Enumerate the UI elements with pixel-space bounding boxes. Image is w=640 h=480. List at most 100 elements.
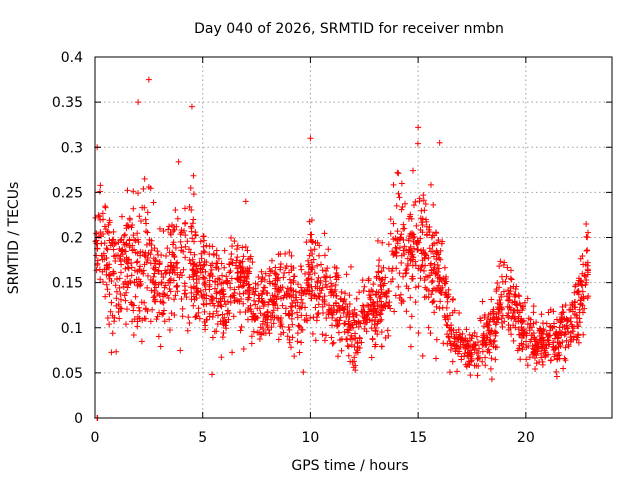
data-point (396, 194, 403, 201)
data-point (152, 258, 159, 265)
data-point (306, 252, 313, 259)
data-point (384, 327, 391, 334)
data-point (239, 264, 246, 271)
data-point (433, 250, 440, 257)
data-point (285, 310, 292, 317)
data-point (266, 330, 273, 337)
data-point (425, 324, 432, 331)
data-point (412, 284, 419, 291)
data-point (445, 286, 452, 293)
data-point (356, 289, 363, 296)
data-point (197, 262, 204, 269)
data-point (415, 283, 422, 290)
data-point (200, 300, 207, 307)
data-point (260, 284, 267, 291)
data-point (542, 342, 549, 349)
data-point (496, 297, 503, 304)
data-point (499, 323, 506, 330)
data-point (136, 307, 143, 314)
data-point (514, 347, 521, 354)
data-point (145, 76, 152, 83)
data-point (564, 318, 571, 325)
x-tick-label: 0 (91, 430, 100, 446)
data-point (277, 314, 284, 321)
data-point (454, 343, 461, 350)
data-point (315, 274, 322, 281)
data-point (463, 342, 470, 349)
data-point (396, 244, 403, 251)
data-point (507, 284, 514, 291)
data-point (400, 273, 407, 280)
data-point (369, 310, 376, 317)
data-point (436, 278, 443, 285)
data-point (244, 247, 251, 254)
data-point (394, 228, 401, 235)
data-point (347, 263, 354, 270)
data-point (135, 190, 142, 197)
data-point (380, 282, 387, 289)
data-point (369, 317, 376, 324)
data-point (115, 309, 122, 316)
data-point (361, 325, 368, 332)
data-point (328, 334, 335, 341)
data-point (415, 246, 422, 253)
data-point (292, 302, 299, 309)
data-point (422, 201, 429, 208)
data-point (209, 334, 216, 341)
data-point (238, 323, 245, 330)
data-point (305, 261, 312, 268)
data-point (471, 341, 478, 348)
data-point (418, 250, 425, 257)
data-point (122, 231, 129, 238)
data-point (471, 329, 478, 336)
data-point (138, 299, 145, 306)
data-point (282, 305, 289, 312)
data-point (373, 274, 380, 281)
data-point (257, 310, 264, 317)
data-point (395, 283, 402, 290)
data-point (572, 298, 579, 305)
data-point (237, 309, 244, 316)
data-point (409, 231, 416, 238)
data-point (134, 318, 141, 325)
data-point (557, 328, 564, 335)
data-point (583, 220, 590, 227)
data-point (97, 182, 104, 189)
data-point (328, 280, 335, 287)
data-point (252, 301, 259, 308)
data-point (380, 303, 387, 310)
data-point (223, 325, 230, 332)
data-point (429, 277, 436, 284)
data-point (410, 202, 417, 209)
data-point (106, 219, 113, 226)
data-point (223, 319, 230, 326)
data-point (562, 344, 569, 351)
data-point (187, 249, 194, 256)
data-point (309, 266, 316, 273)
data-point (209, 294, 216, 301)
data-point (165, 226, 172, 233)
data-point (273, 296, 280, 303)
data-point (390, 220, 397, 227)
data-point (413, 222, 420, 229)
data-point (550, 343, 557, 350)
data-point (210, 310, 217, 317)
data-point (188, 103, 195, 110)
data-point (160, 299, 167, 306)
data-point (160, 227, 167, 234)
data-point (126, 236, 133, 243)
data-point (203, 259, 210, 266)
data-point (516, 300, 523, 307)
data-point (353, 295, 360, 302)
data-point (471, 346, 478, 353)
data-point (277, 331, 284, 338)
data-point (267, 312, 274, 319)
data-point (294, 330, 301, 337)
data-point (520, 341, 527, 348)
data-point (371, 305, 378, 312)
data-point (415, 124, 422, 131)
data-point (162, 270, 169, 277)
data-point (264, 323, 271, 330)
data-point (270, 307, 277, 314)
data-point (187, 184, 194, 191)
